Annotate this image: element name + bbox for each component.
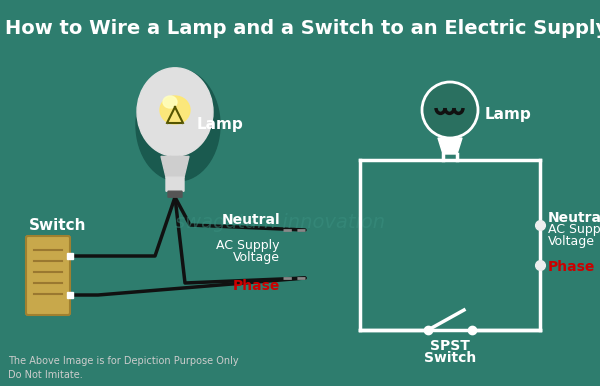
Ellipse shape	[137, 68, 213, 156]
FancyBboxPatch shape	[26, 236, 70, 315]
Text: Voltage: Voltage	[548, 235, 595, 247]
Text: Switch: Switch	[29, 218, 87, 234]
Ellipse shape	[163, 96, 177, 108]
Ellipse shape	[136, 69, 220, 181]
Text: Neutral: Neutral	[221, 213, 280, 227]
FancyBboxPatch shape	[166, 177, 184, 191]
Text: Phase: Phase	[548, 260, 595, 274]
Ellipse shape	[160, 96, 190, 124]
Text: The Above Image is for Depiction Purpose Only
Do Not Imitate.: The Above Image is for Depiction Purpose…	[8, 356, 239, 380]
Text: How to Wire a Lamp and a Switch to an Electric Supply: How to Wire a Lamp and a Switch to an El…	[5, 19, 600, 37]
Text: swagatam innovation: swagatam innovation	[175, 213, 385, 232]
FancyBboxPatch shape	[168, 191, 182, 197]
Circle shape	[422, 82, 478, 138]
Polygon shape	[438, 138, 462, 154]
Text: AC Supply: AC Supply	[217, 239, 280, 252]
Text: Voltage: Voltage	[233, 252, 280, 264]
Polygon shape	[161, 156, 189, 177]
Text: AC Supply: AC Supply	[548, 223, 600, 237]
Text: SPST: SPST	[430, 339, 470, 353]
Text: Phase: Phase	[233, 279, 280, 293]
Text: Lamp: Lamp	[485, 107, 532, 122]
Text: Switch: Switch	[424, 351, 476, 365]
Text: Neutral: Neutral	[548, 211, 600, 225]
Text: Lamp: Lamp	[197, 117, 244, 132]
